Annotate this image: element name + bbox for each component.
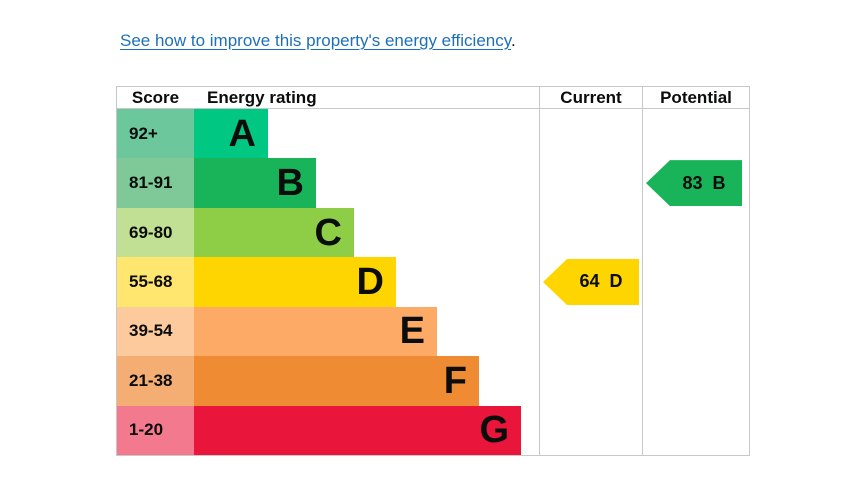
potential-rating-value: 83 bbox=[682, 172, 703, 193]
header-current: Current bbox=[539, 87, 642, 108]
current-cell bbox=[539, 356, 642, 406]
improve-energy-efficiency-link[interactable]: See how to improve this property's energ… bbox=[120, 31, 511, 50]
band-score-cell: 39-54 bbox=[117, 306, 194, 357]
current-cell: 64 D bbox=[539, 257, 642, 307]
band-score-cell: 21-38 bbox=[117, 356, 194, 406]
band-bar: G bbox=[194, 405, 521, 455]
band-bar-area: G bbox=[194, 405, 539, 455]
current-cell bbox=[539, 306, 642, 357]
current-cell bbox=[539, 109, 642, 159]
band-row: 55-68 D 64 D bbox=[117, 257, 749, 307]
band-bar: D bbox=[194, 257, 396, 307]
band-letter: D bbox=[356, 260, 384, 303]
band-bar: B bbox=[194, 158, 316, 208]
band-score-cell: 69-80 bbox=[117, 207, 194, 258]
band-bar-area: F bbox=[194, 356, 539, 406]
band-bar: E bbox=[194, 306, 437, 357]
band-score-cell: 1-20 bbox=[117, 405, 194, 455]
band-letter: A bbox=[228, 112, 256, 155]
current-rating-value: 64 bbox=[579, 271, 600, 292]
band-letter: G bbox=[479, 409, 509, 452]
band-row: 81-91 B 83 B bbox=[117, 158, 749, 208]
potential-cell bbox=[642, 356, 749, 406]
current-rating-arrow: 64 D bbox=[543, 258, 639, 305]
potential-cell bbox=[642, 257, 749, 307]
epc-rating-table: Score Energy rating Current Potential 92… bbox=[116, 86, 750, 456]
potential-cell bbox=[642, 405, 749, 455]
band-bar: A bbox=[194, 109, 268, 159]
band-row: 39-54 E bbox=[117, 306, 749, 357]
band-score-cell: 55-68 bbox=[117, 257, 194, 307]
band-bar-area: A bbox=[194, 109, 539, 159]
band-score-cell: 92+ bbox=[117, 109, 194, 159]
band-bar-area: C bbox=[194, 207, 539, 258]
potential-rating-arrow: 83 B bbox=[646, 160, 742, 207]
band-score-cell: 81-91 bbox=[117, 158, 194, 208]
band-bar: F bbox=[194, 356, 479, 406]
header-energy-rating: Energy rating bbox=[207, 87, 317, 107]
band-bar-area: E bbox=[194, 306, 539, 357]
band-letter: C bbox=[314, 211, 342, 254]
current-cell bbox=[539, 158, 642, 208]
potential-cell bbox=[642, 207, 749, 258]
band-rows: 92+ A 81-91 B 83 B bbox=[117, 109, 749, 455]
potential-rating-letter: B bbox=[712, 172, 726, 193]
header-potential: Potential bbox=[642, 87, 749, 108]
table-header-row: Score Energy rating Current Potential bbox=[117, 87, 749, 109]
current-cell bbox=[539, 405, 642, 455]
potential-cell: 83 B bbox=[642, 158, 749, 208]
band-row: 21-38 F bbox=[117, 356, 749, 406]
band-row: 92+ A bbox=[117, 109, 749, 159]
header-score: Score bbox=[131, 87, 180, 107]
potential-cell bbox=[642, 109, 749, 159]
band-bar-area: D bbox=[194, 257, 539, 307]
band-row: 69-80 C bbox=[117, 207, 749, 258]
band-letter: F bbox=[443, 359, 467, 402]
band-bar: C bbox=[194, 207, 354, 258]
potential-cell bbox=[642, 306, 749, 357]
band-bar-area: B bbox=[194, 158, 539, 208]
band-letter: B bbox=[276, 162, 304, 205]
band-row: 1-20 G bbox=[117, 405, 749, 455]
improve-link-row: See how to improve this property's energ… bbox=[120, 30, 516, 52]
link-suffix: . bbox=[510, 31, 516, 50]
current-cell bbox=[539, 207, 642, 258]
current-rating-letter: D bbox=[609, 271, 623, 292]
band-letter: E bbox=[399, 310, 425, 353]
